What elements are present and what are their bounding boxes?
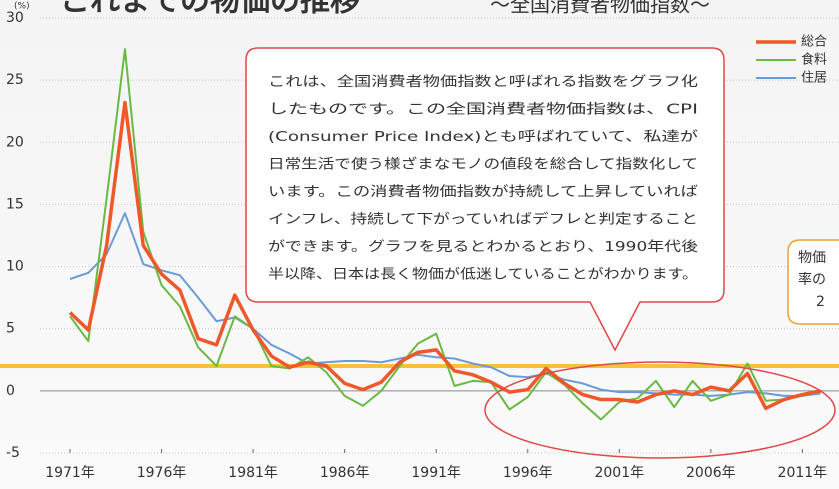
legend-label: 総合 <box>801 35 827 50</box>
callout-right-text: 率の <box>798 271 826 288</box>
y-tick-label: 0 <box>6 383 15 399</box>
y-tick-label: 30 <box>6 10 24 26</box>
callout-text: 半以降、日本は長く物価が低迷していることがわかります。 <box>268 267 698 283</box>
x-tick-label: 2006年 <box>686 465 736 481</box>
x-tick-label: 1971年 <box>45 465 95 481</box>
callout-text: います。この消費者物価指数が持続して上昇していれば <box>268 184 699 200</box>
legend-label: 食料 <box>801 52 827 68</box>
highlight-ellipse <box>484 361 836 459</box>
callout-right-text: 2 <box>816 294 825 310</box>
x-tick-label: 1991年 <box>411 465 461 481</box>
callout-right <box>787 239 839 325</box>
callout-text: したものです。この全国消費者物価指数は、CPI <box>268 101 698 118</box>
callout <box>245 47 725 352</box>
x-tick-label: 1976年 <box>137 465 187 481</box>
series-line <box>68 100 822 411</box>
callout-text: これは、全国消費者物価指数と呼ばれる指数をグラフ化 <box>268 73 698 90</box>
x-tick-label: 1981年 <box>228 465 278 481</box>
callout-text: ができます。グラフを見るとわかるとおり、1990年代後 <box>268 239 699 255</box>
x-tick-label: 2011年 <box>778 465 828 481</box>
x-tick-label: 1996年 <box>503 465 553 481</box>
y-tick-label: 5 <box>6 321 15 337</box>
callout-text: (Consumer Price Index)とも呼ばれていて、私達が <box>268 129 699 145</box>
y-tick-label: 10 <box>6 259 24 275</box>
chart-title: これまでの物価の推移 <box>60 0 360 19</box>
x-tick-label: 1986年 <box>320 465 370 481</box>
y-tick-label: 20 <box>6 134 24 150</box>
callout-right-text: 物価 <box>798 250 826 266</box>
y-unit: (%) <box>14 2 30 12</box>
legend-label: 住居 <box>801 71 827 86</box>
y-tick-label: 25 <box>6 72 24 88</box>
y-tick-label: 15 <box>6 196 24 212</box>
callout-text: インフレ、持続して下がっていればデフレと判定すること <box>268 211 698 228</box>
callout-text: 日常生活で使う様ざまなモノの値段を総合して指数化して <box>268 156 698 173</box>
y-tick-label: -5 <box>6 445 20 461</box>
x-tick-label: 2001年 <box>594 465 644 481</box>
chart-subtitle: ～全国消費者物価指数～ <box>490 0 710 17</box>
